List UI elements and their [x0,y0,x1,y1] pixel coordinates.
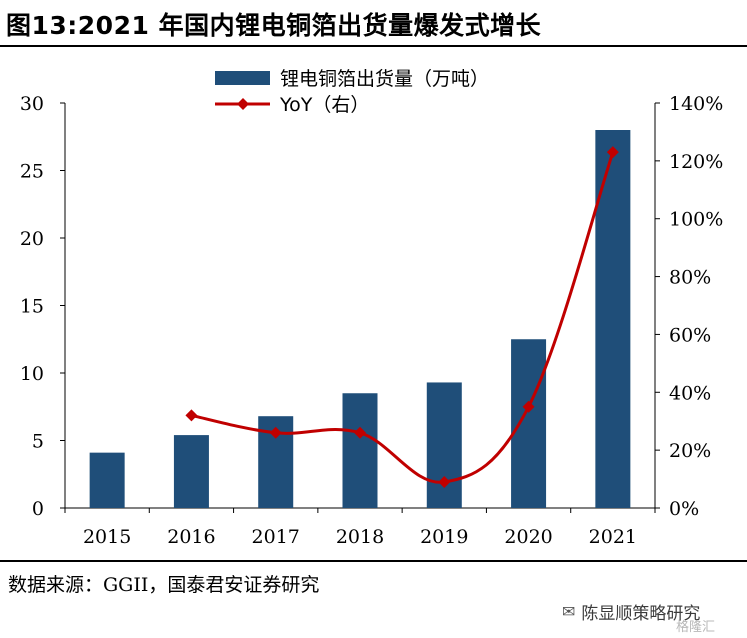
x-axis-tick-label: 2019 [420,526,468,548]
legend-label-line: YoY（右） [279,94,369,116]
left-axis-tick-label: 15 [20,296,44,318]
right-axis-tick-label: 60% [669,324,711,346]
right-axis-tick-label: 120% [669,151,723,173]
bar [595,130,631,508]
legend-swatch-marker [237,98,249,110]
bar [173,435,209,508]
source-divider [0,560,747,562]
left-axis-tick-label: 0 [32,498,44,520]
x-axis-tick-label: 2016 [167,526,215,548]
left-axis-tick-label: 20 [20,228,44,250]
watermark: ✉ 陈显顺策略研究 [562,599,700,624]
yoy-line [191,151,615,484]
right-axis-tick-label: 80% [669,267,711,289]
left-axis-tick-label: 25 [20,161,44,183]
source-note: 数据来源：GGII，国泰君安证券研究 [8,574,320,596]
yoy-marker [269,426,282,439]
legend-label-bar: 锂电铜箔出货量（万吨） [280,68,489,90]
bar [342,393,378,508]
bar [89,452,125,508]
x-axis-tick-label: 2015 [83,526,131,548]
figure-title: 图13:2021 年国内锂电铜箔出货量爆发式增长 [6,11,542,40]
right-axis-tick-label: 20% [669,440,711,462]
watermark-sub: 格隆汇 [676,620,716,635]
bar [426,382,462,508]
x-axis-tick-label: 2017 [252,526,300,548]
yoy-marker [354,426,366,439]
watermark-text: 陈显顺策略研究 [581,604,701,624]
left-axis-tick-label: 30 [20,93,44,115]
x-axis-tick-label: 2021 [589,526,637,548]
right-axis-tick-label: 40% [669,382,711,404]
yoy-marker [606,146,619,159]
yoy-marker [185,409,198,422]
title-divider [0,45,747,47]
legend-swatch-bar [215,71,270,85]
right-axis-tick-label: 100% [669,209,723,231]
yoy-marker [522,400,535,413]
wechat-icon: ✉ [562,602,576,621]
right-axis-tick-label: 0% [669,498,699,520]
right-axis-tick-label: 140% [669,93,723,115]
x-axis-tick-label: 2020 [504,526,552,548]
bar [511,339,547,508]
x-axis-tick-label: 2018 [336,526,384,548]
left-axis-tick-label: 5 [32,431,44,453]
left-axis-tick-label: 10 [20,363,44,385]
yoy-marker [438,475,451,488]
combo-chart: 0 5 10 15 20 25 30 0% 20% 40% 60% 80% 100% 120% 140% 20… [20,68,724,548]
